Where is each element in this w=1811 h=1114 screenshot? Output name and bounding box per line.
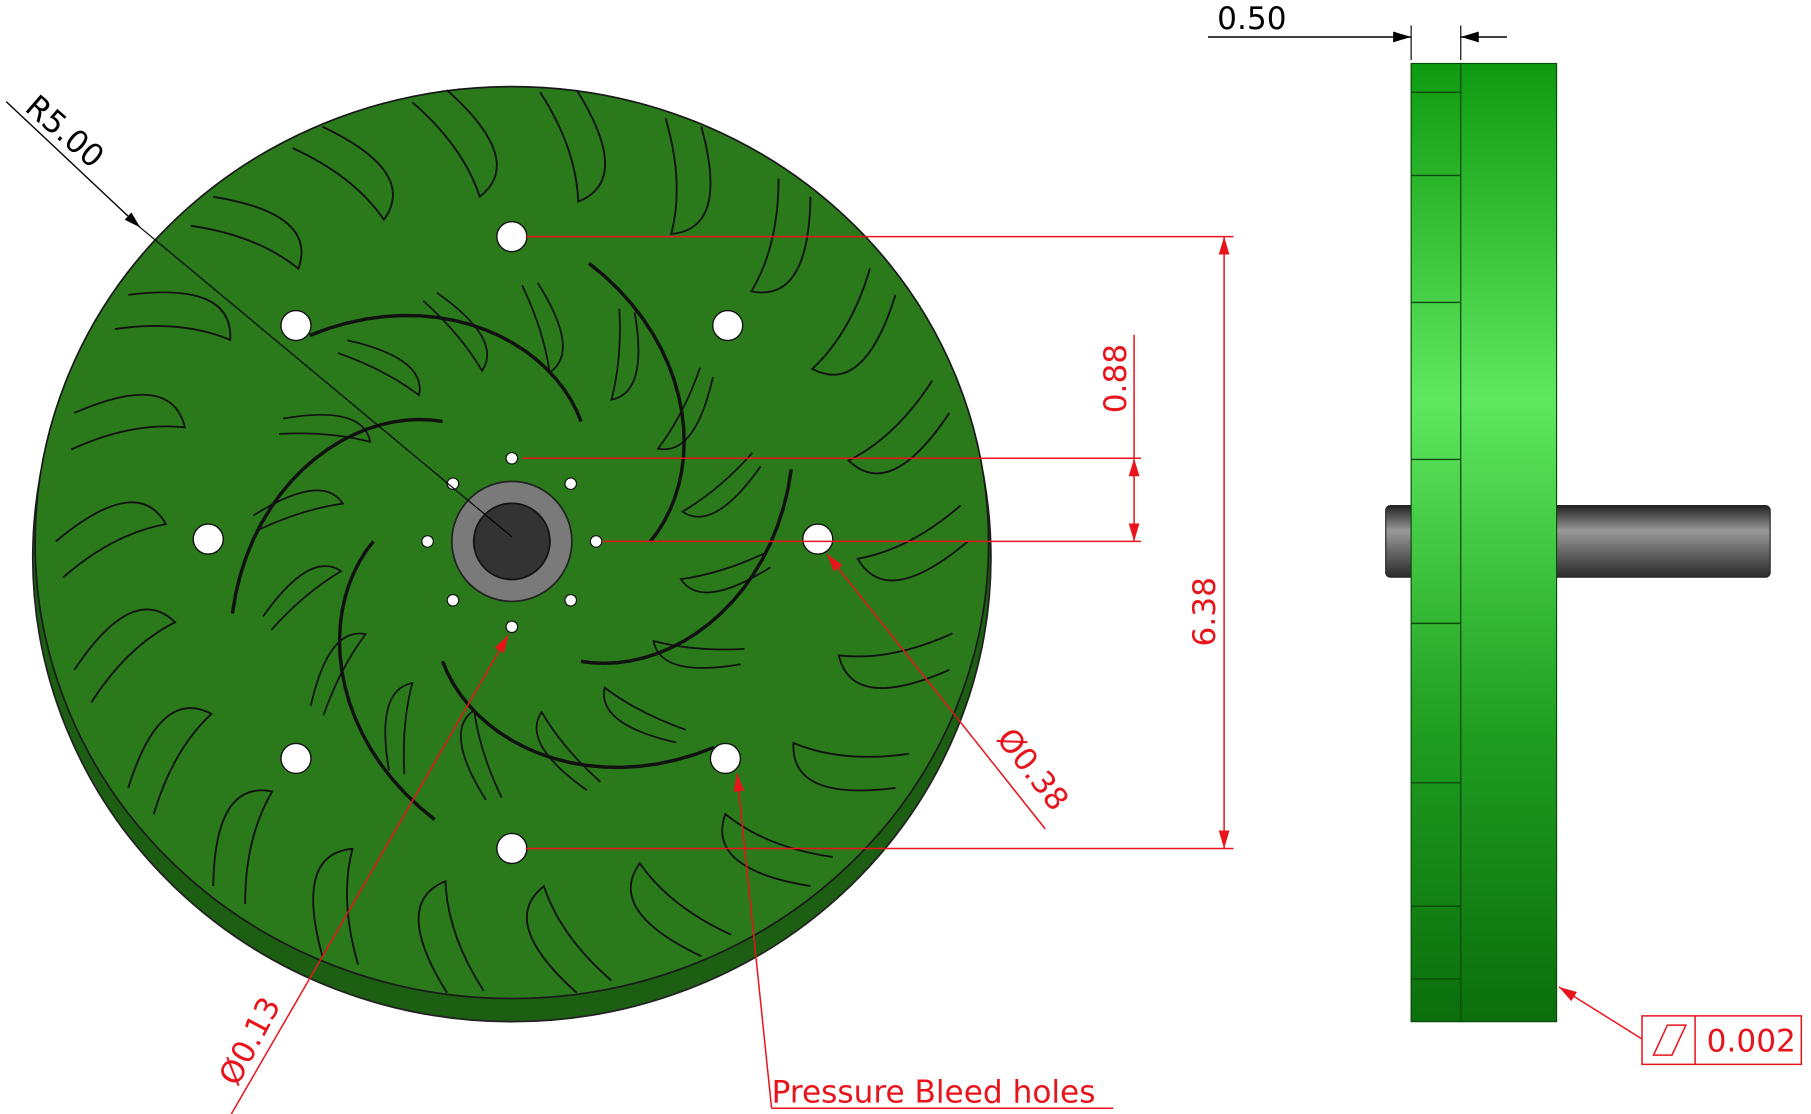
blade <box>127 707 214 815</box>
radius-leader <box>5 101 141 228</box>
blade-segments <box>1411 91 1461 980</box>
hole <box>496 832 528 865</box>
blade <box>252 489 345 532</box>
blade <box>279 413 372 444</box>
leader <box>733 773 773 1109</box>
blade <box>73 608 177 703</box>
blade <box>680 452 762 518</box>
leader <box>826 553 1046 830</box>
blade <box>309 632 368 716</box>
blade <box>652 639 745 669</box>
vane <box>337 540 436 821</box>
hole <box>564 477 578 491</box>
hole <box>505 620 519 634</box>
leader <box>230 634 510 1114</box>
blade <box>292 125 394 222</box>
bolt-hole-label: Ø0.38 <box>989 722 1075 818</box>
blade <box>539 89 606 203</box>
blade <box>749 178 812 294</box>
bleed-holes <box>421 451 603 634</box>
vane <box>309 313 583 423</box>
offset-label: 0.88 <box>1098 344 1134 413</box>
hole <box>192 523 224 555</box>
blade <box>525 884 612 994</box>
blade <box>190 195 303 271</box>
hole <box>446 593 460 607</box>
hole <box>802 523 834 555</box>
blade <box>422 292 488 373</box>
bore <box>472 502 551 581</box>
blade <box>792 741 909 792</box>
vane <box>580 468 793 666</box>
blade <box>114 291 232 342</box>
control-frame <box>1641 1015 1803 1066</box>
bolt-holes <box>192 220 834 865</box>
hole <box>589 535 603 548</box>
blades <box>55 89 969 994</box>
vane <box>230 417 443 614</box>
blade <box>535 710 601 791</box>
thickness-label: 0.50 <box>1217 1 1286 37</box>
note-label: Pressure Bleed holes <box>772 1074 1096 1110</box>
radius-label: R5.00 <box>18 89 110 176</box>
blade <box>847 379 951 475</box>
hole <box>421 535 434 548</box>
blade <box>603 686 686 744</box>
blade <box>837 632 953 689</box>
blade <box>262 565 343 631</box>
side-view <box>1385 62 1771 1023</box>
flatness-symbol <box>1652 1024 1688 1056</box>
vane <box>440 660 715 770</box>
blade <box>411 89 498 199</box>
hole <box>280 742 312 775</box>
blade <box>312 847 360 965</box>
blade <box>656 367 714 451</box>
blade <box>417 879 485 994</box>
plate-side <box>1460 62 1558 1023</box>
blade <box>70 393 187 451</box>
bleed-hole-label: Ø0.13 <box>212 991 288 1091</box>
blade <box>212 789 274 905</box>
blade <box>610 308 640 401</box>
bolt-circle-label: 6.38 <box>1187 577 1223 646</box>
blade <box>679 550 771 594</box>
flatness-label: 0.002 <box>1707 1024 1796 1060</box>
blade <box>664 117 712 236</box>
blade <box>55 501 168 579</box>
hole <box>496 220 528 253</box>
blade <box>856 504 969 582</box>
blade-side <box>1410 62 1462 1023</box>
vane <box>587 261 686 543</box>
hole <box>280 309 312 342</box>
leader <box>1558 986 1643 1040</box>
blade <box>629 861 732 958</box>
blade <box>810 268 897 376</box>
radius-line <box>139 226 513 538</box>
hole <box>712 309 744 342</box>
blade <box>337 339 421 397</box>
front-view <box>31 85 992 1023</box>
hole <box>564 593 578 607</box>
hole <box>505 451 519 465</box>
hole <box>709 742 742 775</box>
blade <box>384 681 414 775</box>
